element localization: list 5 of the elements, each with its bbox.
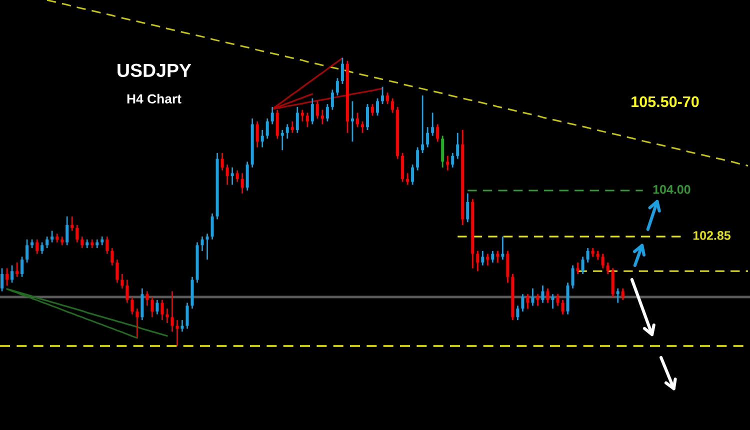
text: H4 Chart <box>127 94 182 104</box>
chart-title: USDJPY <box>118 64 192 78</box>
series-label: 104.00 <box>653 184 690 194</box>
annotation: 105.50-70 <box>632 96 699 108</box>
series-label: 102.85 <box>693 231 731 240</box>
